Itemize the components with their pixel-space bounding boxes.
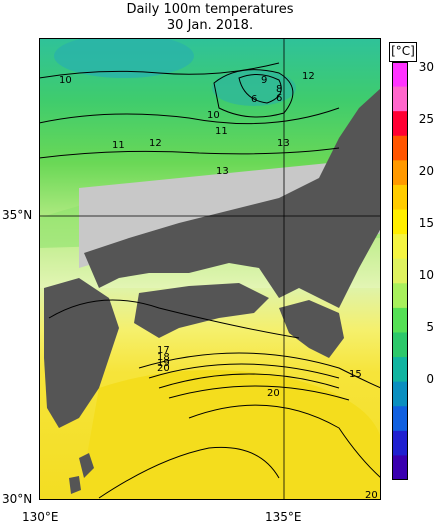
land-islands [69, 453, 94, 494]
contour-label: 20 [157, 363, 170, 374]
colorbar-tick-label: 25 [418, 112, 434, 126]
contour-label: 9 [261, 75, 267, 86]
chart-title: Daily 100m temperatures [126, 2, 294, 17]
colorbar-tick-label: 15 [418, 216, 434, 230]
colorbar-segment [392, 209, 408, 235]
chart-date: 30 Jan. 2018. [166, 18, 254, 33]
colorbar-segment [392, 332, 408, 358]
lat-label-30: 30°N [2, 492, 33, 506]
contour-label: 13 [216, 166, 229, 177]
colorbar-segment [392, 307, 408, 333]
contour-label: 15 [349, 369, 362, 380]
contour-label-group: 10 9 12 6 8 6 10 11 11 12 13 13 15 20 17… [59, 71, 378, 500]
land-shikoku [134, 283, 269, 338]
cold-pocket [54, 38, 194, 78]
contour-label: 10 [59, 75, 72, 86]
colorbar-segment [392, 283, 408, 309]
lon-label-135: 135°E [265, 510, 302, 524]
contour-label: 11 [112, 140, 125, 151]
colorbar-segment [392, 111, 408, 137]
colorbar-tick-label: 0 [426, 372, 434, 386]
contour-label: 20 [267, 388, 280, 399]
lon-label-130: 130°E [22, 510, 59, 524]
contour-label: 6 [276, 93, 282, 104]
colorbar-segment [392, 381, 408, 407]
colorbar-segment [392, 406, 408, 432]
contour-label: 6 [251, 94, 257, 105]
lat-label-35: 35°N [2, 208, 33, 222]
contour-label: 12 [149, 138, 162, 149]
colorbar [392, 62, 408, 480]
colorbar-unit: [°C] [389, 42, 417, 62]
contour-label: 13 [277, 138, 290, 149]
contour-label: 12 [302, 71, 315, 82]
contour-lines [39, 62, 381, 499]
cold-eddy [212, 70, 296, 106]
colorbar-tick-label: 20 [418, 164, 434, 178]
colorbar-tick-label: 30 [418, 60, 434, 74]
warm-core [79, 370, 381, 500]
colorbar-segment [392, 135, 408, 161]
contour-label: 10 [207, 110, 220, 121]
contour-label: 19 [157, 358, 170, 369]
land-honshu [84, 88, 381, 308]
colorbar-segment [392, 430, 408, 456]
colorbar-segment [392, 160, 408, 186]
colorbar-tick-label: 5 [426, 320, 434, 334]
contour-label: 8 [276, 84, 282, 95]
land-kii [279, 300, 344, 358]
contour-label: 17 [157, 345, 170, 356]
colorbar-segment [392, 62, 408, 88]
colorbar-segment [392, 86, 408, 112]
land-kyushu [44, 278, 119, 428]
colorbar-segment [392, 234, 408, 260]
temperature-map: 10 9 12 6 8 6 10 11 11 12 13 13 15 20 17… [39, 38, 381, 500]
contour-label: 20 [365, 490, 378, 500]
contour-label: 18 [157, 352, 170, 363]
colorbar-segment [392, 184, 408, 211]
colorbar-segment [392, 357, 408, 383]
colorbar-tick-label: 10 [418, 268, 434, 282]
contour-label: 11 [215, 126, 228, 137]
colorbar-segment [392, 455, 408, 480]
colorbar-segment [392, 258, 408, 284]
